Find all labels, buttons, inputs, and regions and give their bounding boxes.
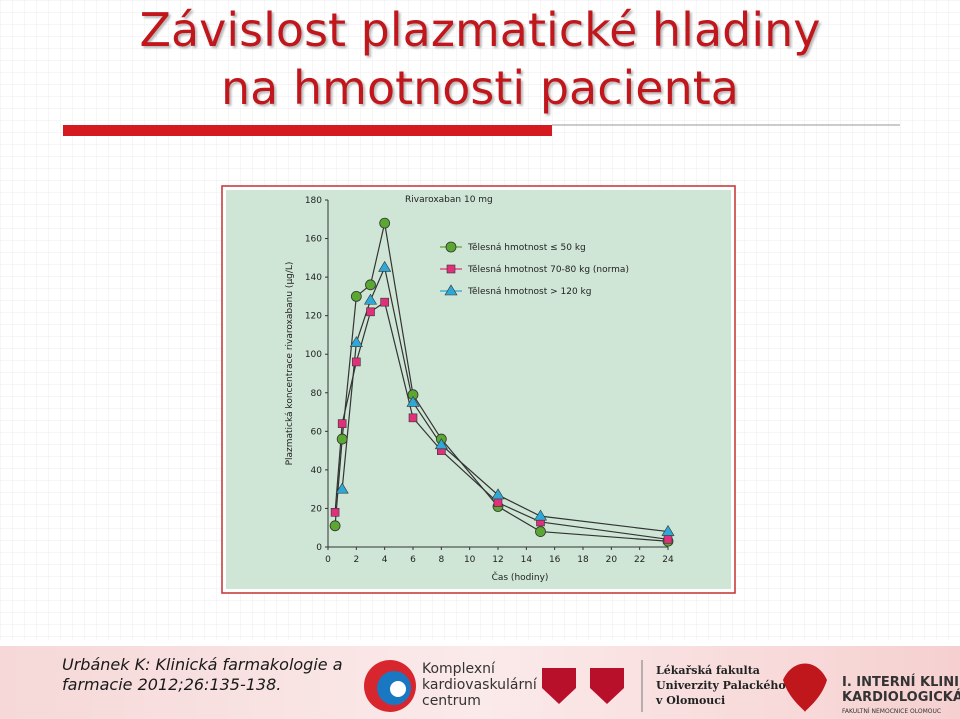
- marker: [335, 482, 349, 494]
- y-tick-label: 100: [305, 350, 322, 360]
- x-axis-label: Čas (hodiny): [492, 571, 549, 583]
- legend-label: Tělesná hmotnost > 120 kg: [467, 287, 591, 297]
- legend-marker: [444, 284, 458, 296]
- marker: [329, 520, 341, 532]
- citation: farmacie 2012;26:135-138.: [62, 675, 281, 694]
- y-tick-label: 0: [316, 543, 322, 553]
- marker: [337, 419, 347, 428]
- marker: [535, 526, 546, 537]
- marker: [366, 307, 375, 317]
- logo-text: Komplexní: [422, 661, 496, 677]
- logo-shield: [590, 668, 624, 704]
- marker: [363, 293, 378, 305]
- marker: [330, 507, 340, 517]
- marker: [352, 357, 361, 367]
- legend-label: Tělesná hmotnost 70-80 kg (norma): [467, 265, 629, 275]
- logo-text: Lékařská fakulta: [656, 664, 760, 677]
- marker: [493, 498, 503, 507]
- chart-area: [226, 190, 731, 589]
- logo-text: kardiovaskulární: [422, 677, 538, 693]
- x-tick-label: 20: [606, 555, 618, 565]
- marker: [408, 413, 418, 423]
- marker: [533, 509, 548, 521]
- series-line: [334, 301, 669, 540]
- logo-heart: [783, 663, 827, 712]
- slide-title: na hmotnosti pacienta: [221, 61, 739, 115]
- legend-marker: [445, 241, 457, 253]
- marker: [491, 488, 505, 500]
- title-bar: [63, 125, 552, 136]
- marker: [380, 297, 389, 307]
- marker: [663, 534, 673, 544]
- slide-title: Závislost plazmatické hladiny: [139, 3, 820, 57]
- y-tick-label: 60: [311, 427, 323, 437]
- marker: [406, 395, 420, 407]
- y-axis-label: Plazmatická koncentrace rivaroxabanu (µg…: [285, 262, 295, 466]
- y-tick-label: 180: [305, 196, 322, 206]
- marker: [378, 260, 392, 272]
- x-tick-label: 2: [353, 555, 359, 565]
- y-tick-label: 80: [311, 389, 323, 399]
- marker: [434, 438, 448, 450]
- x-tick-label: 6: [410, 555, 416, 565]
- marker: [661, 524, 675, 536]
- marker: [350, 290, 362, 302]
- x-tick-label: 14: [521, 555, 533, 565]
- y-tick-label: 120: [305, 312, 322, 322]
- x-tick-label: 18: [577, 555, 589, 565]
- series-line: [334, 222, 669, 542]
- logo-shield: [542, 668, 576, 704]
- marker: [336, 433, 348, 445]
- y-tick-label: 140: [305, 273, 322, 283]
- logo-text: FAKULTNÍ NEMOCNICE OLOMOUC: [842, 708, 941, 715]
- y-tick-label: 160: [305, 235, 322, 245]
- y-tick-label: 40: [311, 466, 323, 476]
- x-tick-label: 12: [492, 555, 503, 565]
- x-tick-label: 24: [662, 555, 674, 565]
- x-tick-label: 16: [549, 555, 561, 565]
- chart-title: Rivaroxaban 10 mg: [405, 195, 493, 205]
- marker: [379, 217, 391, 229]
- x-tick-label: 4: [382, 555, 388, 565]
- logo-text: KARDIOLOGICKÁ: [842, 689, 960, 705]
- x-tick-label: 8: [438, 555, 444, 565]
- x-tick-label: 22: [634, 555, 645, 565]
- citation: Urbánek K: Klinická farmakologie a: [62, 655, 343, 674]
- marker: [349, 336, 363, 347]
- logo-text: v Olomouci: [655, 694, 725, 707]
- chart: Rivaroxaban 10 mg Plazmatická koncentrace…: [285, 195, 675, 583]
- logo-text: Univerzity Palackého: [656, 679, 786, 692]
- x-tick-label: 10: [464, 555, 476, 565]
- x-tick-label: 0: [325, 555, 331, 565]
- legend-marker: [446, 264, 456, 274]
- legend-label: Tělesná hmotnost ≤ 50 kg: [467, 243, 586, 253]
- marker: [365, 279, 376, 291]
- logo-text: centrum: [422, 693, 481, 709]
- y-tick-label: 20: [311, 504, 323, 514]
- logo-kkc: Komplexní kardiovaskulární centrum: [364, 660, 538, 712]
